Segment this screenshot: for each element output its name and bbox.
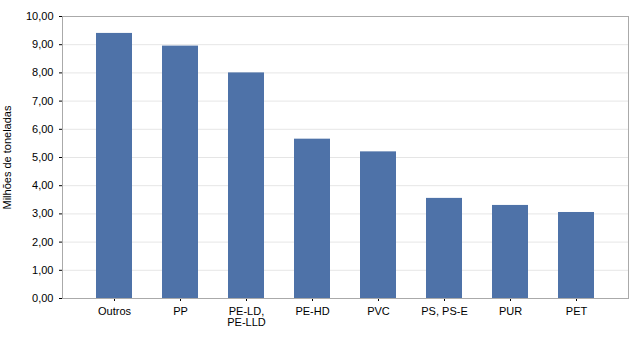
svg-text:2,00: 2,00 xyxy=(32,236,53,248)
svg-text:PE-LD,PE-LLD: PE-LD,PE-LLD xyxy=(227,305,266,328)
svg-text:PET: PET xyxy=(566,305,588,317)
svg-text:PS, PS-E: PS, PS-E xyxy=(421,305,467,317)
svg-text:1,00: 1,00 xyxy=(32,264,53,276)
svg-text:5,00: 5,00 xyxy=(32,151,53,163)
svg-text:9,00: 9,00 xyxy=(32,38,53,50)
svg-text:8,00: 8,00 xyxy=(32,66,53,78)
svg-text:0,00: 0,00 xyxy=(32,292,53,304)
svg-text:Milhões de toneladas: Milhões de toneladas xyxy=(1,105,13,209)
svg-text:3,00: 3,00 xyxy=(32,207,53,219)
svg-text:Outros: Outros xyxy=(98,305,132,317)
svg-text:PUR: PUR xyxy=(499,305,522,317)
svg-text:PP: PP xyxy=(173,305,188,317)
svg-text:PVC: PVC xyxy=(367,305,390,317)
svg-text:10,00: 10,00 xyxy=(26,10,54,22)
svg-text:6,00: 6,00 xyxy=(32,123,53,135)
svg-text:4,00: 4,00 xyxy=(32,179,53,191)
svg-text:7,00: 7,00 xyxy=(32,95,53,107)
svg-text:PE-HD: PE-HD xyxy=(295,305,329,317)
